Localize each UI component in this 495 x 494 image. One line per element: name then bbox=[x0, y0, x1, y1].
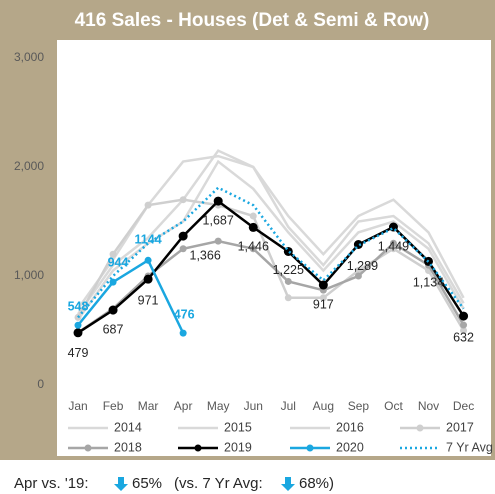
data-label: 1,449 bbox=[378, 239, 409, 253]
marker bbox=[354, 272, 362, 280]
y-tick-label: 1,000 bbox=[14, 268, 44, 282]
legend-label: 2018 bbox=[114, 440, 142, 454]
data-label: 1,289 bbox=[347, 259, 378, 273]
data-label: 632 bbox=[453, 330, 474, 344]
marker bbox=[389, 245, 397, 253]
series-line bbox=[76, 198, 465, 332]
series-line bbox=[77, 239, 465, 334]
marker bbox=[74, 321, 82, 329]
data-label: 1144 bbox=[135, 233, 162, 247]
footnote-first: 65% bbox=[132, 475, 162, 492]
marker bbox=[283, 246, 293, 256]
y-tick-label: 3,000 bbox=[14, 50, 44, 64]
legend-label: 2015 bbox=[224, 420, 252, 434]
marker bbox=[108, 305, 118, 315]
data-label: 1,225 bbox=[273, 263, 304, 277]
marker bbox=[248, 222, 258, 232]
marker bbox=[179, 245, 187, 253]
x-tick-label: Nov bbox=[418, 399, 439, 413]
footnote: Apr vs. '19: 65% (vs. 7 Yr Avg: 68%) bbox=[14, 475, 334, 492]
x-tick-label: Feb bbox=[103, 399, 124, 413]
footnote-panel bbox=[0, 460, 495, 494]
data-label: 548 bbox=[68, 300, 89, 314]
marker bbox=[179, 329, 187, 337]
marker bbox=[319, 294, 327, 302]
data-label: 917 bbox=[313, 297, 334, 311]
x-tick-label: Aug bbox=[313, 399, 334, 413]
series-line bbox=[77, 186, 465, 319]
legend-marker bbox=[306, 444, 314, 452]
marker bbox=[388, 222, 398, 232]
marker bbox=[249, 212, 257, 220]
marker bbox=[354, 267, 362, 275]
data-label: 944 bbox=[108, 255, 129, 269]
legend-label: 2014 bbox=[114, 420, 142, 434]
legend-marker bbox=[416, 424, 424, 432]
marker bbox=[73, 328, 83, 338]
data-label: 1,366 bbox=[190, 248, 221, 262]
marker bbox=[144, 256, 152, 264]
marker bbox=[143, 274, 153, 284]
marker bbox=[318, 280, 328, 290]
marker bbox=[109, 250, 117, 258]
legend-marker bbox=[194, 444, 202, 452]
legend-marker bbox=[84, 444, 92, 452]
legend-label: 2019 bbox=[224, 440, 252, 454]
marker bbox=[214, 237, 222, 245]
marker bbox=[109, 278, 117, 286]
data-label: 971 bbox=[138, 293, 159, 307]
x-tick-label: Dec bbox=[453, 399, 474, 413]
marker bbox=[389, 239, 397, 247]
x-tick-label: Mar bbox=[138, 399, 159, 413]
legend-label: 2020 bbox=[336, 440, 364, 454]
y-tick-label: 2,000 bbox=[14, 159, 44, 173]
data-label: 1,134 bbox=[413, 276, 444, 290]
x-tick-label: Jul bbox=[281, 399, 296, 413]
marker bbox=[284, 294, 292, 302]
marker bbox=[178, 231, 188, 241]
marker bbox=[144, 201, 152, 209]
data-label: 476 bbox=[174, 307, 195, 321]
footnote-second: 68%) bbox=[299, 475, 334, 492]
marker bbox=[460, 327, 468, 334]
x-tick-label: Jun bbox=[244, 399, 263, 413]
y-tick-label: 0 bbox=[37, 377, 44, 391]
plot-panel bbox=[57, 40, 491, 456]
data-label: 1,687 bbox=[203, 213, 234, 227]
series-line bbox=[76, 149, 465, 315]
x-tick-label: Oct bbox=[384, 399, 403, 413]
chart-title: 416 Sales - Houses (Det & Semi & Row) bbox=[75, 10, 430, 31]
marker bbox=[213, 196, 223, 206]
data-label: 479 bbox=[68, 346, 89, 360]
marker bbox=[249, 245, 257, 253]
down-arrow bbox=[281, 477, 295, 491]
marker bbox=[460, 321, 468, 329]
legend-label: 7 Yr Avg bbox=[446, 440, 493, 454]
footnote-lead: Apr vs. '19: bbox=[14, 475, 89, 492]
series-line bbox=[76, 159, 465, 321]
x-tick-label: Sep bbox=[348, 399, 370, 413]
down-arrow bbox=[114, 477, 128, 491]
x-tick-label: Jan bbox=[68, 399, 87, 413]
legend-label: 2016 bbox=[336, 420, 364, 434]
data-label: 687 bbox=[103, 322, 124, 336]
x-tick-label: Apr bbox=[174, 399, 193, 413]
marker bbox=[179, 196, 187, 204]
series-line bbox=[77, 258, 185, 334]
marker bbox=[284, 277, 292, 285]
footnote-middle: (vs. 7 Yr Avg: bbox=[174, 475, 263, 492]
x-tick-label: May bbox=[207, 399, 230, 413]
data-label: 1,446 bbox=[238, 240, 269, 254]
marker bbox=[459, 311, 469, 321]
legend-label: 2017 bbox=[446, 420, 474, 434]
